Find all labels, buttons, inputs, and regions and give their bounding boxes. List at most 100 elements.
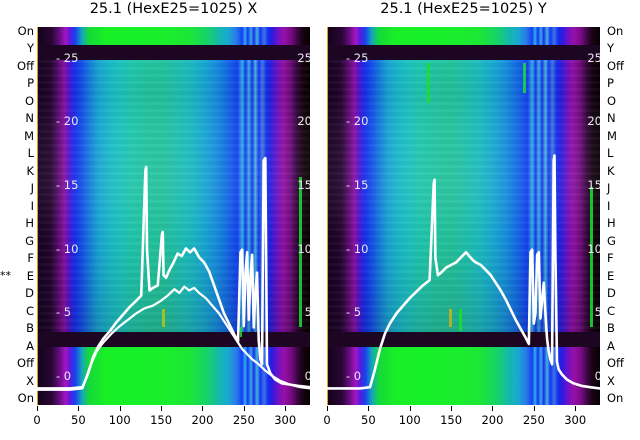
y-tick-label-1-15: - 15 bbox=[346, 178, 369, 193]
trace-path-trace-main bbox=[327, 154, 600, 390]
category-label-x-20: X bbox=[607, 373, 615, 388]
trace-path-trace-lower bbox=[37, 285, 310, 391]
x-tick-label-0-300: 300 bbox=[274, 413, 297, 427]
y-tick-label-1-10: - 10 bbox=[346, 241, 369, 256]
y-tick-label-right-1-5: 5 bbox=[594, 305, 600, 320]
heat-band-upper-gap bbox=[37, 45, 310, 60]
y-tick-label-right-0-5: 5 bbox=[304, 305, 310, 320]
category-label-j-9: J bbox=[607, 181, 611, 196]
x-tick-mark-0-300 bbox=[285, 406, 287, 411]
category-label-i-10: I bbox=[607, 198, 611, 213]
category-label-d-15: D bbox=[25, 286, 34, 301]
category-label-y-1: Y bbox=[26, 41, 34, 56]
y-tick-label-right-0-20: 20 bbox=[297, 114, 310, 129]
category-label-x-20: X bbox=[26, 373, 34, 388]
x-tick-mark-0-200 bbox=[202, 406, 204, 411]
y-tick-label-0-5: - 5 bbox=[56, 305, 72, 320]
heat-micro-mark-1 bbox=[459, 309, 462, 331]
panel-left-edge bbox=[37, 27, 38, 405]
category-label-j-9: J bbox=[30, 181, 34, 196]
trace-overlay-right bbox=[327, 154, 600, 390]
category-label-on-21: On bbox=[17, 391, 34, 405]
heat-micro-mark-2 bbox=[427, 63, 430, 103]
category-label-c-16: C bbox=[607, 303, 616, 318]
x-tick-mark-0-250 bbox=[243, 406, 245, 411]
heat-band-bottom-band bbox=[37, 347, 310, 405]
x-axis-right: 0 50 100 150 200 250 300 bbox=[323, 406, 600, 436]
y-tick-label-1-25: - 25 bbox=[346, 50, 369, 65]
x-tick-mark-0-100 bbox=[119, 406, 121, 411]
y-tick-label-right-0-15: 15 bbox=[297, 178, 310, 193]
x-tick-mark-1-200 bbox=[492, 406, 494, 411]
heatmap-panel-y[interactable]: - 25 25 - 20 20 - 15 15 - 10 10 - 5 5 - 0 0 bbox=[327, 27, 600, 405]
heat-band-top-band bbox=[37, 27, 310, 45]
category-label-d-15: D bbox=[607, 286, 616, 301]
category-label-a-18: A bbox=[607, 338, 615, 353]
x-tick-label-0-200: 200 bbox=[191, 413, 214, 427]
category-label-f-13: F bbox=[27, 251, 34, 266]
category-axis-left: On Y Off P O N M L K J I H G F E ** D C B A Off X On bbox=[0, 25, 36, 406]
category-label-f-13: F bbox=[607, 251, 614, 266]
y-tick-label-1-20: - 20 bbox=[346, 114, 369, 129]
panel-title-right: 25.1 (HexE25=1025) Y bbox=[380, 1, 547, 17]
category-label-off-2: Off bbox=[17, 58, 34, 73]
y-tick-label-0-10: - 10 bbox=[56, 241, 79, 256]
y-tick-label-1-0: - 0 bbox=[346, 369, 362, 383]
category-label-l-7: L bbox=[27, 146, 34, 161]
heat-band-top-band bbox=[327, 27, 600, 45]
y-tick-label-1-5: - 5 bbox=[346, 305, 362, 320]
panel-title-left: 25.1 (HexE25=1025) X bbox=[89, 1, 258, 17]
category-label-e-14: E bbox=[607, 268, 615, 283]
y-tick-label-right-1-15: 15 bbox=[587, 178, 600, 193]
x-tick-label-0-0: 0 bbox=[33, 413, 41, 427]
category-label-o-4: O bbox=[24, 93, 34, 108]
category-label-p-3: P bbox=[607, 76, 614, 91]
x-tick-label-1-100: 100 bbox=[398, 413, 421, 427]
category-label-c-16: C bbox=[25, 303, 34, 318]
x-tick-label-1-200: 200 bbox=[481, 413, 504, 427]
category-label-m-6: M bbox=[607, 128, 617, 143]
heat-band-upper-gap bbox=[327, 45, 600, 60]
y-tick-label-right-1-20: 20 bbox=[587, 114, 600, 129]
heat-micro-mark-0 bbox=[162, 309, 165, 327]
category-label-p-3: P bbox=[27, 76, 34, 91]
x-tick-label-0-250: 250 bbox=[232, 413, 255, 427]
x-tick-mark-0-0 bbox=[37, 406, 38, 411]
category-axis-right: On Y Off P O N M L K J I H G F E D C B A Off X On bbox=[604, 25, 640, 406]
trace-path-trace-upper bbox=[37, 156, 310, 390]
category-label-e-14: E bbox=[26, 268, 34, 283]
category-label-k-8: K bbox=[607, 163, 615, 178]
y-tick-label-right-1-25: 25 bbox=[587, 50, 600, 65]
category-label-a-18: A bbox=[26, 338, 34, 353]
category-label-o-4: O bbox=[607, 93, 617, 108]
heat-micro-mark-1 bbox=[240, 327, 242, 337]
category-label-off-19: Off bbox=[17, 356, 34, 371]
category-label-b-17: B bbox=[26, 321, 34, 336]
heatmap-panel-x[interactable]: - 25 25 - 20 20 - 15 15 - 10 10 - 5 5 - 0 0 bbox=[37, 27, 310, 405]
x-tick-label-0-50: 50 bbox=[71, 413, 86, 427]
x-tick-label-1-250: 250 bbox=[522, 413, 545, 427]
category-label-on-0: On bbox=[17, 24, 34, 38]
marked-category-asterisk: ** bbox=[0, 268, 11, 282]
category-label-l-7: L bbox=[607, 146, 614, 161]
category-label-on-21: On bbox=[607, 391, 624, 405]
heat-micro-mark-2 bbox=[299, 177, 302, 327]
category-label-h-11: H bbox=[607, 216, 616, 231]
x-tick-mark-1-0 bbox=[327, 406, 328, 411]
category-label-y-1: Y bbox=[607, 41, 615, 56]
y-tick-label-right-0-0: 0 bbox=[304, 369, 310, 383]
x-tick-label-1-0: 0 bbox=[323, 413, 331, 427]
category-label-k-8: K bbox=[26, 163, 34, 178]
y-tick-label-0-0: - 0 bbox=[56, 369, 72, 383]
category-label-g-12: G bbox=[607, 233, 616, 248]
y-tick-label-0-15: - 15 bbox=[56, 178, 79, 193]
y-tick-label-right-0-25: 25 bbox=[297, 50, 310, 65]
category-label-g-12: G bbox=[25, 233, 34, 248]
category-label-m-6: M bbox=[24, 128, 34, 143]
x-tick-label-0-150: 150 bbox=[150, 413, 173, 427]
category-label-on-0: On bbox=[607, 24, 624, 38]
heat-micro-mark-0 bbox=[449, 309, 452, 327]
x-tick-mark-1-50 bbox=[368, 406, 370, 411]
x-tick-mark-1-300 bbox=[575, 406, 577, 411]
